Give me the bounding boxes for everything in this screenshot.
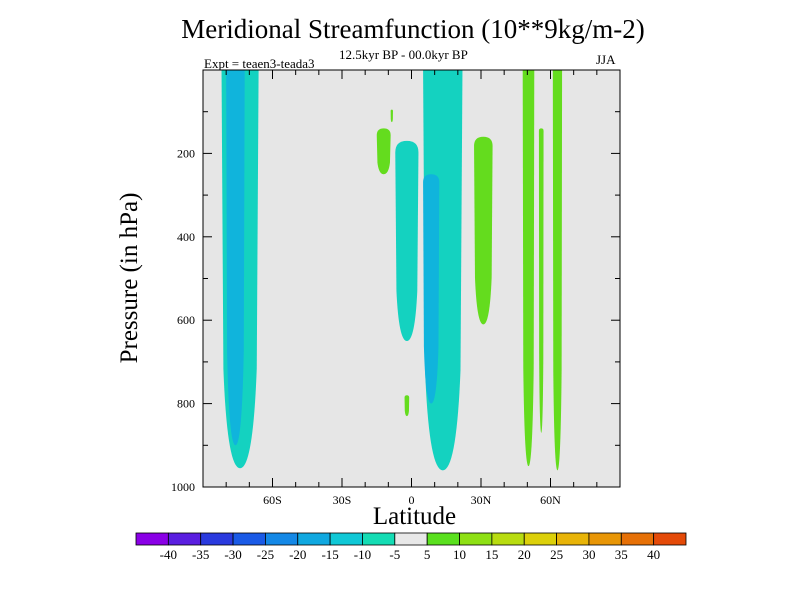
- x-axis-label: Latitude: [373, 503, 456, 530]
- colorbar-label: -35: [192, 547, 209, 562]
- y-axis-label: Pressure (in hPa): [116, 193, 143, 364]
- colorbar-label: -20: [289, 547, 306, 562]
- colorbar-label: 5: [424, 547, 431, 562]
- experiment-label: Expt = teaen3-teada3: [204, 56, 315, 71]
- x-tick-label: 0: [409, 493, 415, 507]
- contour-region-tropical-cell-core: [423, 174, 440, 404]
- colorbar-label: 40: [647, 547, 660, 562]
- colorbar-swatch: [200, 532, 234, 546]
- colorbar-swatch: [620, 532, 655, 546]
- colorbar-label: 25: [550, 547, 563, 562]
- colorbar-label: 30: [582, 547, 595, 562]
- contour-region-nh-positive-a: [522, 70, 535, 467]
- colorbar-label: -10: [354, 547, 371, 562]
- colorbar-swatch: [653, 532, 687, 546]
- colorbar-label: 10: [453, 547, 466, 562]
- colorbar-label: 35: [615, 547, 628, 562]
- x-tick-label: 30N: [471, 493, 492, 507]
- colorbar-swatch: [426, 532, 460, 546]
- colorbar-swatch: [362, 532, 396, 546]
- y-tick-label: 1000: [171, 480, 195, 494]
- colorbar-swatch: [167, 532, 202, 546]
- y-tick-label: 400: [177, 230, 195, 244]
- contour-region-subtropical-positive: [474, 136, 493, 325]
- x-tick-label: 60N: [540, 493, 561, 507]
- contour-region-nh-positive-b: [538, 128, 544, 433]
- contour-region-ne-positive-dot: [390, 109, 393, 123]
- season-label: JJA: [596, 52, 616, 67]
- colorbar-swatch: [394, 532, 428, 546]
- colorbar-label: -15: [321, 547, 338, 562]
- colorbar-swatch: [329, 532, 363, 546]
- contour-region-ne-positive-upper: [376, 128, 391, 175]
- x-tick-label: 30S: [333, 493, 352, 507]
- contour-region-nh-positive-c: [552, 70, 563, 471]
- colorbar-swatch: [232, 532, 266, 546]
- colorbar-swatch: [556, 532, 590, 546]
- colorbar-swatch: [588, 532, 622, 546]
- y-tick-label: 600: [177, 313, 195, 327]
- y-tick-label: 200: [177, 146, 195, 160]
- chart-subtitle: 12.5kyr BP - 00.0kyr BP: [339, 47, 468, 62]
- chart-title: Meridional Streamfunction (10**9kg/m-2): [181, 14, 645, 44]
- x-tick-label: 60S: [263, 493, 282, 507]
- colorbar-label: -25: [257, 547, 274, 562]
- colorbar-label: -5: [389, 547, 400, 562]
- colorbar-label: 20: [518, 547, 531, 562]
- contour-region-sh-cell-core: [226, 70, 245, 446]
- colorbar-swatch: [491, 532, 525, 546]
- colorbar-swatch: [265, 532, 299, 546]
- colorbar-label: 15: [485, 547, 498, 562]
- contour-region-ne-positive-low: [404, 395, 410, 417]
- colorbar-swatch: [459, 532, 493, 546]
- colorbar-swatch: [297, 532, 331, 546]
- colorbar-label: -40: [160, 547, 177, 562]
- colorbar-swatch: [523, 532, 557, 546]
- colorbar-label: -30: [224, 547, 241, 562]
- contour-region-tropical-cell-south: [395, 140, 419, 342]
- y-tick-label: 800: [177, 397, 195, 411]
- colorbar-swatch: [135, 532, 169, 546]
